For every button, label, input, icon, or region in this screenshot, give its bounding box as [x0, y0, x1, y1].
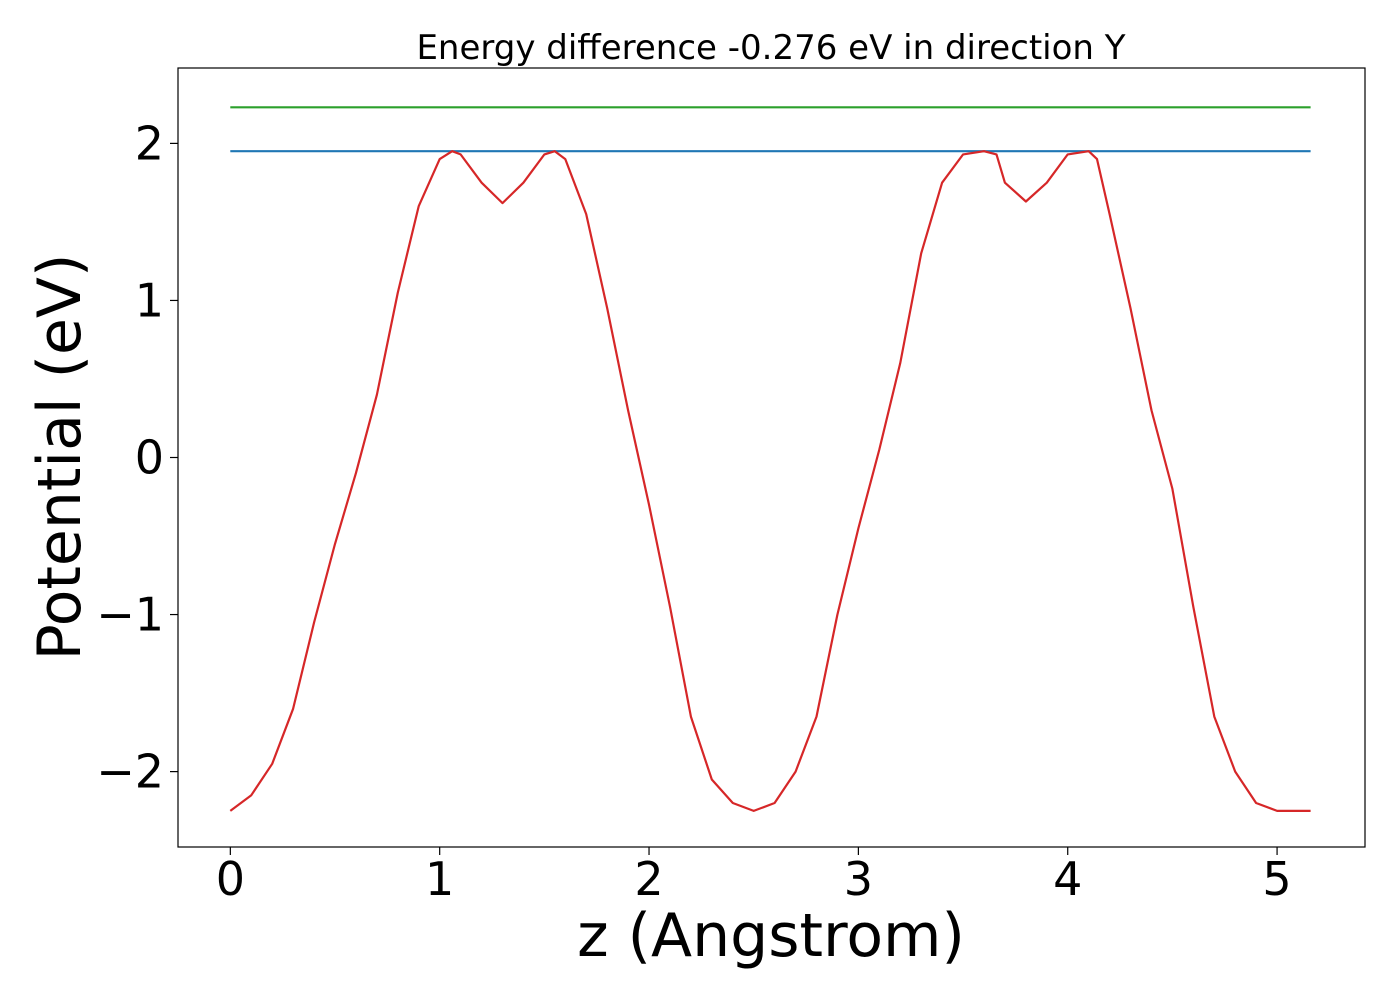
x-tick-label: 0	[216, 852, 245, 906]
x-tick-label: 4	[1053, 852, 1082, 906]
y-axis-ticks: −2 −1 0 1 2	[96, 116, 178, 799]
plot-area	[177, 67, 1366, 848]
y-axis-label: Potential (eV)	[25, 254, 95, 661]
y-tick-label: 0	[135, 431, 164, 485]
x-tick-label: 1	[425, 852, 454, 906]
y-tick-label: 1	[135, 273, 164, 327]
x-axis-label: z (Angstrom)	[577, 901, 965, 971]
plot-frame	[177, 67, 1366, 848]
x-tick-label: 2	[634, 852, 663, 906]
y-tick-label: 2	[135, 116, 164, 170]
x-axis-ticks: 0 1 2 3 4 5	[216, 847, 1292, 906]
y-tick-label: −2	[96, 745, 164, 799]
x-tick-label: 3	[844, 852, 873, 906]
series-layer	[229, 106, 1311, 813]
series-line-0	[229, 150, 1311, 813]
y-tick-label: −1	[96, 588, 164, 642]
x-tick-label: 5	[1262, 852, 1291, 906]
chart-title: Energy difference -0.276 eV in direction…	[416, 28, 1125, 68]
